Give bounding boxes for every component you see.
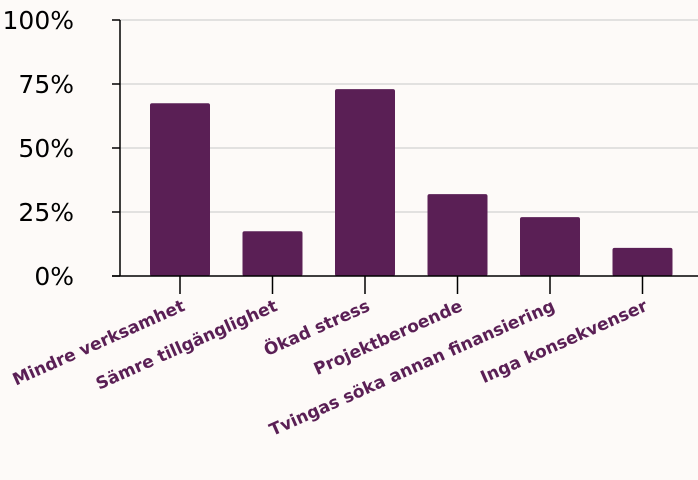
bar xyxy=(612,247,673,276)
bars xyxy=(150,89,673,277)
bar xyxy=(427,194,488,276)
bar xyxy=(335,89,395,277)
bar xyxy=(150,103,210,276)
bar xyxy=(242,231,303,276)
y-tick-label: 50% xyxy=(18,134,74,163)
bar xyxy=(520,217,580,276)
x-tick-label: Inga konsekvenser xyxy=(478,296,651,388)
y-tick-labels: 0% 25% 50% 75% 100% xyxy=(3,6,74,291)
y-tick-label: 25% xyxy=(18,198,74,227)
y-tick-label: 75% xyxy=(18,70,74,99)
grid-lines xyxy=(120,19,698,213)
y-tick-label: 100% xyxy=(3,6,74,35)
y-tick-label: 0% xyxy=(34,262,74,291)
axes xyxy=(112,19,698,294)
x-tick-label: Sämre tillgänglighet xyxy=(93,296,281,394)
